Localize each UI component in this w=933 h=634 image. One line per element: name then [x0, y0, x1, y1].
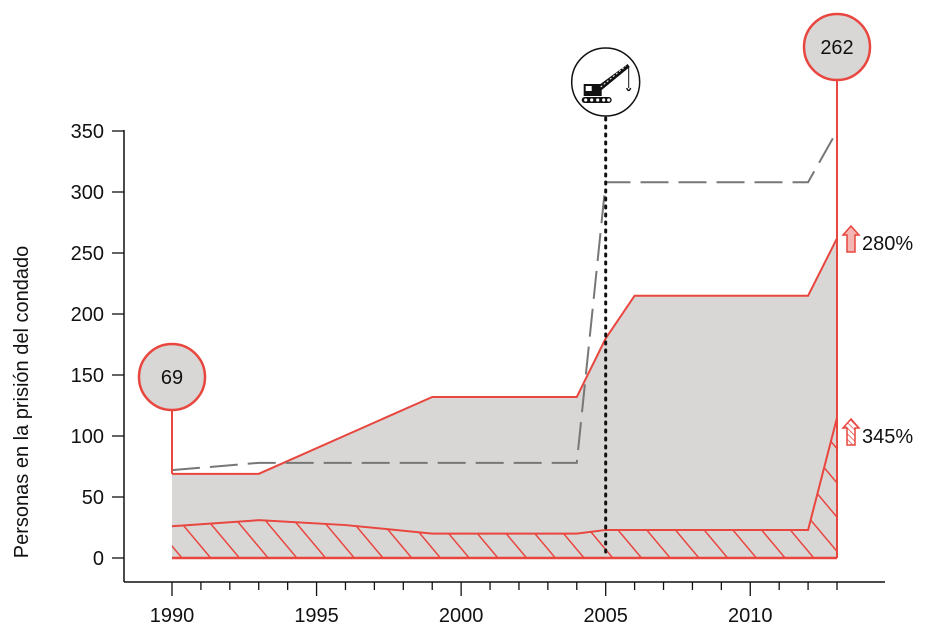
hatched-area: [172, 417, 837, 558]
end-value-bubble: [802, 12, 872, 82]
x-tick-label: 1990: [150, 605, 195, 627]
total-area: [172, 238, 837, 559]
total-area-line: [172, 237, 838, 475]
x-tick-label: 2010: [728, 605, 773, 627]
y-tick-label: 300: [71, 182, 104, 204]
y-tick-label: 150: [71, 365, 104, 387]
increase-arrow-icon: [841, 224, 861, 253]
x-tick-label: 2005: [583, 605, 628, 627]
hatched-area-line: [171, 417, 838, 535]
total-increase-label: 280%: [862, 233, 913, 255]
y-tick-label: 100: [71, 426, 104, 448]
start-value-label: 69: [161, 367, 183, 389]
start-value-bubble: [137, 342, 207, 412]
y-tick-label: 250: [71, 243, 104, 265]
x-tick-label: 2000: [439, 605, 484, 627]
crane-icon: [581, 64, 632, 103]
hatched-increase-label: 345%: [862, 426, 913, 448]
end-value-label: 262: [820, 37, 853, 59]
y-tick-label: 350: [71, 121, 104, 143]
y-tick-label: 0: [93, 548, 104, 570]
increase-arrow-icon: [841, 417, 861, 446]
ticks-layer: 1990 1995 2000 2005 2010 0 50 100 150 200 250 300 35…: [71, 121, 838, 627]
axes-layer: [123, 130, 885, 583]
y-axis-title: Personas en la prisión del condado: [11, 246, 33, 558]
lines-layer: [171, 130, 838, 560]
annotations-layer: Personas en la prisión del condado 69 262…: [11, 12, 913, 560]
y-tick-label: 50: [82, 487, 104, 509]
y-tick-label: 200: [71, 304, 104, 326]
areas-layer: [172, 238, 837, 559]
dashed-series-line: [171, 130, 838, 472]
x-tick-label: 1995: [294, 605, 339, 627]
